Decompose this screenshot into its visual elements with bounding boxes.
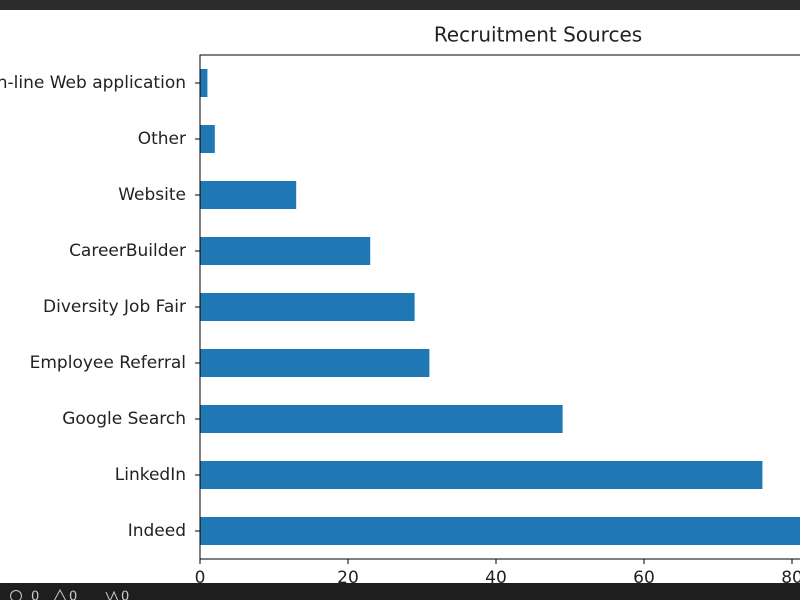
bar xyxy=(200,237,371,265)
bar xyxy=(200,517,800,545)
warning-count[interactable]: 0 xyxy=(69,590,77,600)
bar xyxy=(200,293,415,321)
y-tick-label: LinkedIn xyxy=(115,465,186,485)
error-icon xyxy=(10,590,22,600)
top-bar xyxy=(0,0,800,10)
status-bar: 0 0 0 xyxy=(0,583,800,600)
bar xyxy=(200,349,430,377)
ports-count[interactable]: 0 xyxy=(121,590,129,600)
y-tick-label: Employee Referral xyxy=(30,353,186,373)
chart-title: Recruitment Sources xyxy=(434,23,642,47)
y-tick-label: Diversity Job Fair xyxy=(43,297,186,317)
status-background xyxy=(0,583,800,600)
y-tick-label: Other xyxy=(138,129,186,149)
bar xyxy=(200,125,215,153)
bar xyxy=(200,461,763,489)
y-tick-label: Google Search xyxy=(62,409,186,429)
bar xyxy=(200,405,563,433)
y-tick-label: Website xyxy=(118,185,186,205)
x-tick-label: 0 xyxy=(195,568,206,588)
bar xyxy=(200,69,208,97)
warning-icon xyxy=(53,588,67,600)
bar xyxy=(200,181,297,209)
axes-frame xyxy=(199,54,800,560)
error-count[interactable]: 0 xyxy=(31,590,39,600)
ports-icon xyxy=(105,590,119,600)
y-tick-label: On-line Web application xyxy=(0,73,186,93)
y-tick-label: CareerBuilder xyxy=(69,241,186,261)
y-tick-label: Indeed xyxy=(128,521,186,541)
